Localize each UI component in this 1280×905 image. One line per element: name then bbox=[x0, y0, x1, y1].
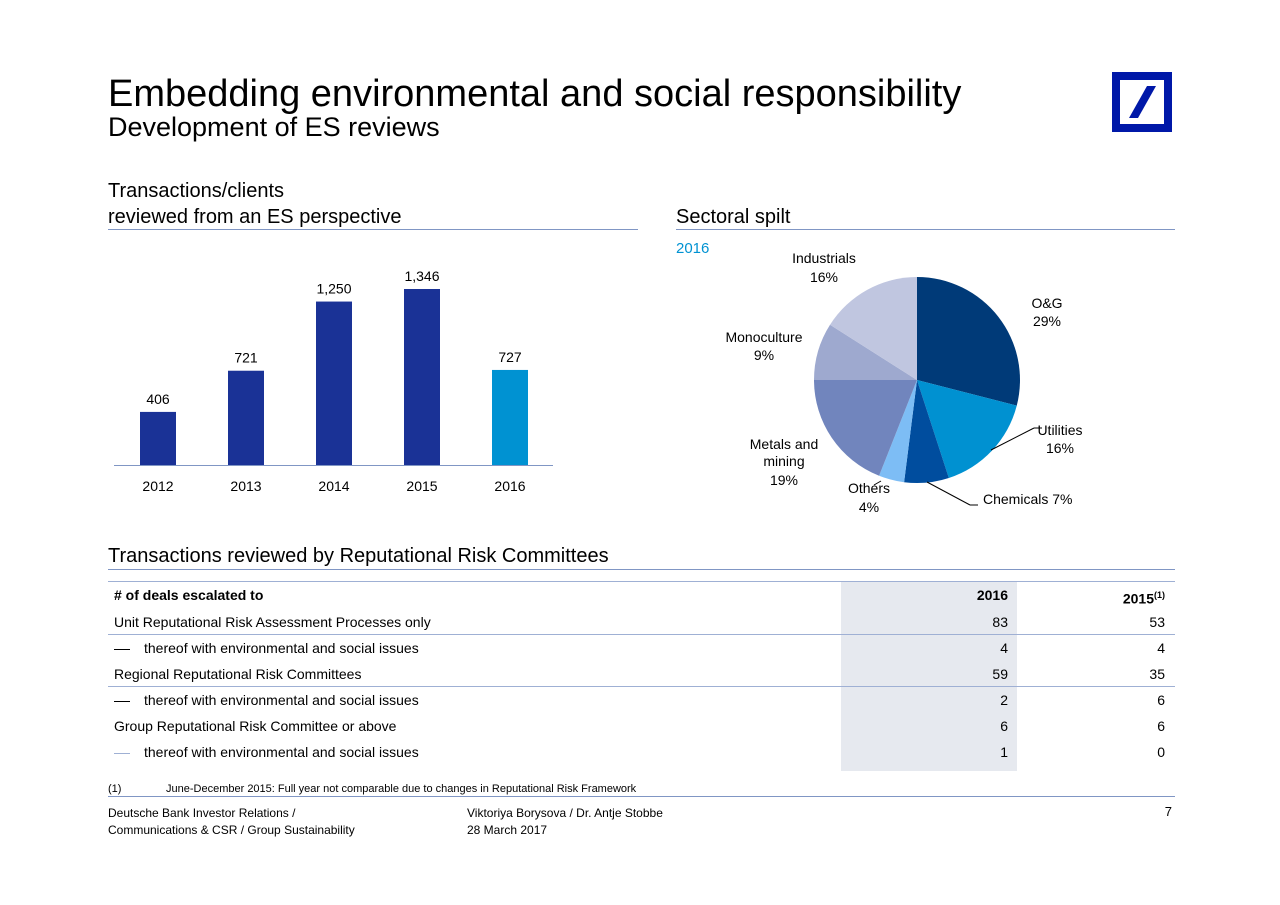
row-label: Unit Reputational Risk Assessment Proces… bbox=[114, 609, 431, 635]
bar-category-label-2015: 2015 bbox=[406, 478, 437, 494]
row-label-text: thereof with environmental and social is… bbox=[144, 692, 419, 708]
bar-value-label-2014: 1,250 bbox=[316, 281, 351, 297]
footer-rule bbox=[108, 796, 1175, 797]
bar-value-label-2013: 721 bbox=[234, 350, 258, 366]
row-label: Group Reputational Risk Committee or abo… bbox=[114, 713, 396, 739]
industrials-label: Industrials bbox=[792, 250, 856, 266]
og-pct: 29% bbox=[1033, 313, 1061, 329]
row-label: thereof with environmental and social is… bbox=[114, 687, 419, 713]
dash-bullet-icon bbox=[114, 648, 130, 650]
dash-bullet-icon bbox=[114, 752, 130, 754]
row-label-text: thereof with environmental and social is… bbox=[144, 640, 419, 656]
bar-value-label-2016: 727 bbox=[498, 349, 522, 365]
cell-2015: 6 bbox=[1157, 718, 1165, 734]
monoculture-label: Monoculture bbox=[725, 329, 802, 345]
pie-year-label: 2016 bbox=[676, 240, 710, 257]
cell-2016: 1 bbox=[1000, 744, 1008, 760]
pie-section-rule bbox=[676, 229, 1175, 230]
row-label: thereof with environmental and social is… bbox=[114, 739, 419, 765]
row-label: thereof with environmental and social is… bbox=[114, 635, 419, 661]
bar-category-label-2014: 2014 bbox=[318, 478, 349, 494]
utilities-pct: 16% bbox=[1046, 440, 1074, 456]
metals-pct: 19% bbox=[770, 472, 798, 488]
bar-2012 bbox=[140, 411, 176, 465]
industrials-pct: 16% bbox=[810, 269, 838, 285]
pie-slice-monoculture bbox=[814, 324, 917, 380]
utilities-label: Utilities bbox=[1037, 422, 1082, 438]
footnote-marker: (1) bbox=[108, 783, 122, 795]
slash-icon bbox=[1129, 86, 1156, 118]
pie-slice-industrials bbox=[830, 277, 917, 380]
pie-section-heading: Sectoral spilt bbox=[676, 206, 791, 228]
bar-category-label-2013: 2013 bbox=[230, 478, 261, 494]
bar-category-label-2016: 2016 bbox=[494, 478, 525, 494]
page-number: 7 bbox=[1164, 804, 1172, 819]
pie-slice-others bbox=[879, 380, 917, 483]
row-label-text: Unit Reputational Risk Assessment Proces… bbox=[114, 614, 431, 630]
header-2016: 2016 bbox=[976, 587, 1008, 603]
cell-2016: 2 bbox=[1000, 692, 1008, 708]
cell-2016: 4 bbox=[1000, 640, 1008, 656]
others-leader-line bbox=[873, 480, 882, 486]
table-heading-rule bbox=[108, 569, 1175, 570]
chemicals-label: Chemicals 7% bbox=[983, 491, 1072, 507]
row-label: Regional Reputational Risk Committees bbox=[114, 661, 361, 687]
pie-slice-metals-and-mining bbox=[814, 380, 917, 476]
footer-presenters: Viktoriya Borysova / Dr. Antje Stobbe bbox=[467, 806, 663, 820]
footnote-text: June-December 2015: Full year not compar… bbox=[166, 783, 637, 795]
page-title: Embedding environmental and social respo… bbox=[108, 73, 962, 115]
bar-chart: 406 2012 721 2013 1,250 2014 1,346 2015 727 2016 bbox=[114, 268, 553, 494]
pie-slice-chemicals bbox=[904, 380, 949, 484]
bar-2014 bbox=[316, 301, 352, 465]
table-heading: Transactions reviewed by Reputational Ri… bbox=[108, 545, 609, 567]
cell-2015: 35 bbox=[1149, 666, 1165, 682]
footer-date: 28 March 2017 bbox=[467, 823, 548, 837]
bar-2013 bbox=[228, 370, 264, 465]
bar-section-rule bbox=[108, 229, 638, 230]
cell-2015: 53 bbox=[1149, 614, 1165, 630]
bar-2016 bbox=[492, 369, 528, 465]
metals-label-line2: mining bbox=[763, 453, 804, 469]
dash-bullet-icon bbox=[114, 700, 130, 702]
header-2015-text: 2015 bbox=[1122, 590, 1154, 607]
chemicals-leader-line bbox=[926, 481, 971, 506]
table-row-divider bbox=[108, 686, 1175, 687]
bar-category-label-2012: 2012 bbox=[142, 478, 173, 494]
column-2016-shade bbox=[841, 582, 1017, 771]
row-label-text: Group Reputational Risk Committee or abo… bbox=[114, 718, 397, 734]
cell-2016: 6 bbox=[1000, 718, 1008, 734]
cell-2015: 6 bbox=[1157, 692, 1165, 708]
monoculture-pct: 9% bbox=[754, 347, 774, 363]
header-2015: 2015(1) bbox=[1088, 582, 1165, 612]
cell-2015: 4 bbox=[1157, 640, 1165, 656]
cell-2015: 0 bbox=[1157, 744, 1165, 760]
page-subtitle: Development of ES reviews bbox=[108, 112, 440, 142]
deutsche-bank-logo bbox=[1112, 72, 1172, 132]
bar-section-heading-line2: reviewed from an ES perspective bbox=[108, 206, 402, 228]
table-row-divider bbox=[108, 634, 1175, 635]
cell-2016: 83 bbox=[992, 614, 1008, 630]
pie-chart: Industrials 16% O&G 29% Monoculture 9% U… bbox=[725, 250, 1082, 515]
og-label: O&G bbox=[1031, 295, 1062, 311]
cell-2016: 59 bbox=[992, 666, 1008, 682]
others-label: Others bbox=[848, 480, 890, 496]
bar-section-heading-line1: Transactions/clients bbox=[108, 180, 284, 202]
table-row-divider bbox=[108, 581, 1175, 582]
footer-left-line1: Deutsche Bank Investor Relations / bbox=[108, 806, 296, 820]
footer-left-line2: Communications & CSR / Group Sustainabil… bbox=[108, 823, 355, 837]
header-label: # of deals escalated to bbox=[114, 587, 264, 603]
pie-slice-o-g bbox=[917, 277, 1020, 406]
metals-label-line1: Metals and bbox=[750, 436, 818, 452]
bar-value-label-2015: 1,346 bbox=[404, 268, 439, 284]
utilities-leader-line bbox=[990, 427, 1035, 451]
bar-2015 bbox=[404, 289, 440, 465]
others-pct: 4% bbox=[859, 499, 879, 515]
row-label-text: thereof with environmental and social is… bbox=[144, 744, 419, 760]
header-2015-superscript: (1) bbox=[1154, 590, 1165, 600]
pie-slice-utilities bbox=[917, 380, 1017, 478]
row-label-text: Regional Reputational Risk Committees bbox=[114, 666, 362, 682]
bar-value-label-2012: 406 bbox=[146, 391, 170, 407]
